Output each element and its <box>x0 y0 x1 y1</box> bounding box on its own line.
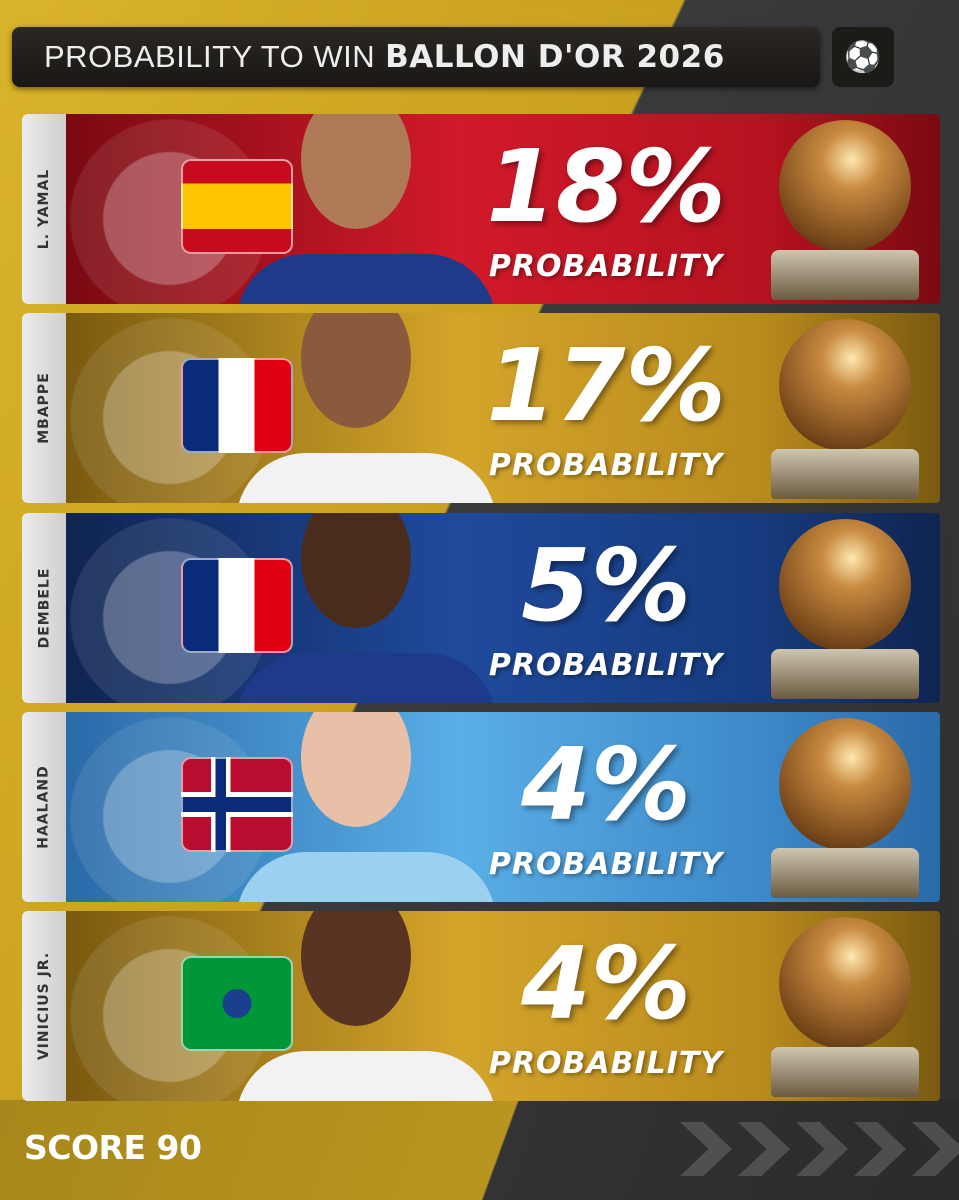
chevron-right-icon <box>912 1122 959 1176</box>
ballon-dor-trophy-icon <box>771 319 921 499</box>
probability-percent: 17% <box>486 327 726 444</box>
chevron-right-icon <box>854 1122 906 1176</box>
player-row: DEMBELE 5% PROBABILITY <box>22 513 940 703</box>
probability-panel: 4% PROBABILITY <box>66 712 940 902</box>
background-bottom <box>0 1100 959 1200</box>
chevron-right-icon <box>680 1122 732 1176</box>
player-shirt <box>236 852 496 902</box>
player-photo <box>301 712 411 827</box>
chevron-right-icon <box>738 1122 790 1176</box>
player-shirt <box>236 453 496 503</box>
player-row: MBAPPE 17% PROBABILITY <box>22 313 940 503</box>
probability-panel: 17% PROBABILITY <box>66 313 940 503</box>
player-row: L. YAMAL 18% PROBABILITY <box>22 114 940 304</box>
probability-label: PROBABILITY <box>488 249 724 284</box>
brazil-flag-icon <box>181 956 293 1051</box>
player-photo <box>301 114 411 229</box>
probability-label: PROBABILITY <box>488 448 724 483</box>
spain-flag-icon <box>181 159 293 254</box>
player-name: VINICIUS JR. <box>36 951 53 1061</box>
probability-label: PROBABILITY <box>488 1046 724 1081</box>
player-shirt <box>236 653 496 703</box>
ballon-dor-ball-icon: ⚽ <box>832 27 894 87</box>
brand-number: 90 <box>156 1128 202 1167</box>
player-row: VINICIUS JR. 4% PROBABILITY <box>22 911 940 1101</box>
page-title: PROBABILITY TO WIN BALLON D'OR 2026 <box>12 27 820 87</box>
title-main: BALLON D'OR 2026 <box>385 39 725 75</box>
ballon-dor-trophy-icon <box>771 917 921 1097</box>
ballon-dor-trophy-icon <box>771 120 921 300</box>
brand-name: SCORE <box>24 1128 146 1167</box>
player-name: HAALAND <box>36 765 53 849</box>
player-name-tab: DEMBELE <box>22 513 66 703</box>
probability-percent: 4% <box>521 925 691 1042</box>
probability-percent: 4% <box>521 726 691 843</box>
ballon-dor-trophy-icon <box>771 519 921 699</box>
player-shirt <box>236 1051 496 1101</box>
probability-label: PROBABILITY <box>488 847 724 882</box>
probability-percent: 5% <box>521 527 691 644</box>
player-shirt <box>236 254 496 304</box>
chevrons-decoration <box>680 1122 959 1176</box>
player-photo <box>301 513 411 628</box>
player-photo <box>301 911 411 1026</box>
probability-panel: 5% PROBABILITY <box>66 513 940 703</box>
player-name: DEMBELE <box>36 567 52 649</box>
player-name: L. YAMAL <box>36 168 52 250</box>
probability-panel: 18% PROBABILITY <box>66 114 940 304</box>
player-row: HAALAND 4% PROBABILITY <box>22 712 940 902</box>
brand-logo: SCORE 90 <box>24 1128 202 1167</box>
player-name-tab: MBAPPE <box>22 313 66 503</box>
title-prefix: PROBABILITY TO WIN <box>44 39 376 74</box>
france-flag-icon <box>181 558 293 653</box>
probability-percent: 18% <box>486 128 726 245</box>
chevron-right-icon <box>796 1122 848 1176</box>
player-name-tab: L. YAMAL <box>22 114 66 304</box>
player-name-tab: HAALAND <box>22 712 66 902</box>
ballon-dor-trophy-icon <box>771 718 921 898</box>
norway-flag-icon <box>181 757 293 852</box>
player-name: MBAPPE <box>36 372 52 444</box>
probability-panel: 4% PROBABILITY <box>66 911 940 1101</box>
probability-label: PROBABILITY <box>488 648 724 683</box>
player-name-tab: VINICIUS JR. <box>22 911 66 1101</box>
france-flag-icon <box>181 358 293 453</box>
player-photo <box>301 313 411 428</box>
